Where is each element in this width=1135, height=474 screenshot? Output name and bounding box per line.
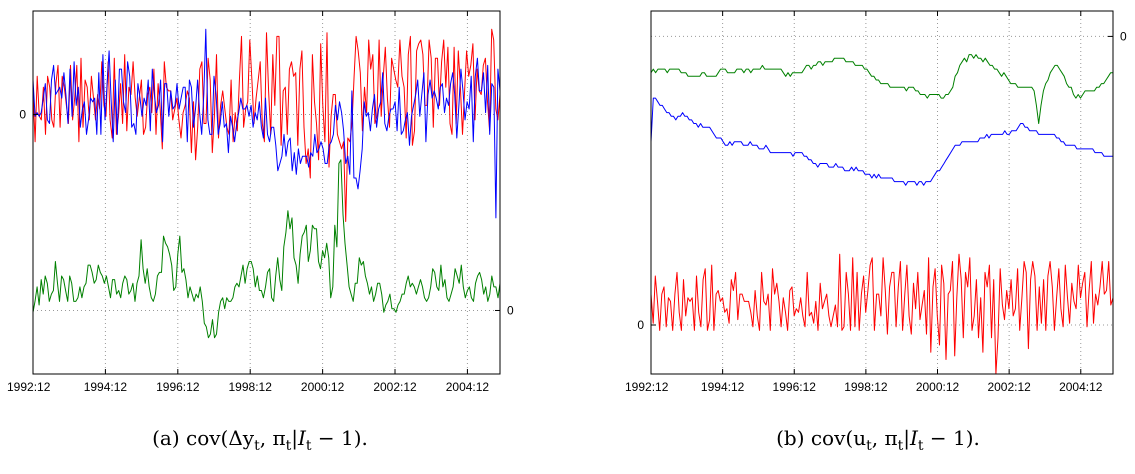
- caption-b-part: − 1).: [924, 426, 980, 450]
- caption-b-part: (b) cov(u: [776, 426, 866, 450]
- x-tick-label: 2000:12: [301, 380, 345, 394]
- x-tick-label: 2000:12: [916, 380, 960, 394]
- plot-frame: [650, 10, 1114, 375]
- x-tick-label: 1996:12: [773, 380, 817, 394]
- x-tick-label: 2004:12: [1059, 380, 1103, 394]
- caption-b-part: , π: [872, 426, 898, 450]
- caption-b-sub: t: [918, 438, 924, 454]
- x-tick-label: 1994:12: [701, 380, 745, 394]
- x-tick-label: 2004:12: [446, 380, 490, 394]
- x-tick-label: 1992:12: [625, 380, 669, 394]
- series-line-3: [650, 253, 1114, 375]
- x-tick-label: 1998:12: [844, 380, 888, 394]
- caption-a-part: − 1).: [312, 426, 368, 450]
- caption-a-part: , π: [260, 426, 286, 450]
- caption-b: (b) cov(ut, πt|It − 1).: [776, 426, 980, 454]
- caption-b-part: |: [903, 426, 910, 451]
- x-tick-label: 1998:12: [229, 380, 273, 394]
- caption-b-sub: t: [866, 438, 872, 454]
- caption-b-sub: t: [898, 438, 904, 454]
- x-tick-label: 2002:12: [987, 380, 1031, 394]
- caption-b-script-i: I: [909, 426, 919, 450]
- caption-a-part: (a) cov(Δy: [152, 426, 255, 450]
- x-tick-label: 1992:12: [7, 380, 51, 394]
- caption-a-sub: t: [254, 438, 260, 454]
- x-tick-label: 2002:12: [373, 380, 417, 394]
- series-line-1: [32, 28, 501, 222]
- panel-a: 1992:12 1994:12 1996:12 1998:12 2000:12 2002:…: [7, 10, 514, 394]
- caption-a-sub: t: [286, 438, 292, 454]
- series-line-3: [32, 159, 501, 339]
- series-line-2: [32, 28, 501, 219]
- caption-a-sub: t: [306, 438, 312, 454]
- series-line-2: [650, 97, 1113, 186]
- caption-a-part: |: [291, 426, 298, 451]
- y-right-tick-label: 0: [1120, 29, 1127, 43]
- caption-a-script-i: I: [297, 426, 307, 450]
- y-left-tick-label: 0: [19, 107, 26, 121]
- series-line-1: [650, 54, 1113, 124]
- caption-a: (a) cov(Δyt, πt|It − 1).: [152, 426, 368, 454]
- panel-b: 1992:12 1994:12 1996:12 1998:12 2000:12 2002:…: [625, 10, 1127, 394]
- x-tick-label: 1994:12: [84, 380, 128, 394]
- y-right-tick-label: 0: [507, 303, 514, 317]
- y-left-tick-label: 0: [637, 318, 644, 332]
- plot-frame: [32, 10, 501, 375]
- x-tick-label: 1996:12: [156, 380, 200, 394]
